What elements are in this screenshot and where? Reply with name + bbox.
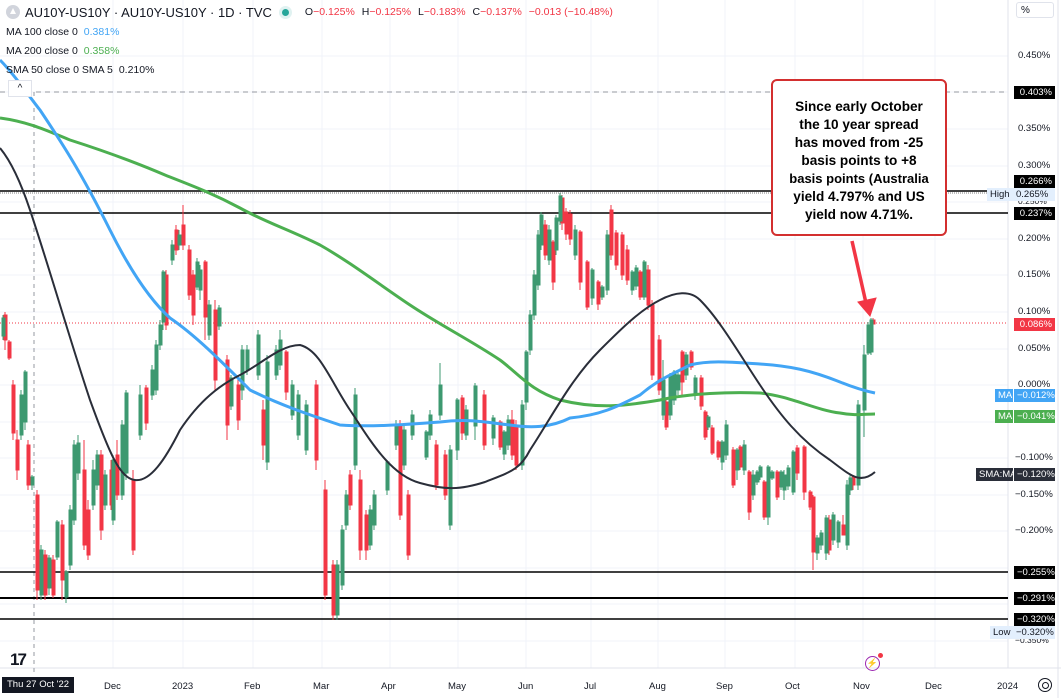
- x-tick: Jun: [518, 681, 534, 692]
- x-tick: Dec: [925, 681, 942, 692]
- indicator-label: MA 100 close 0: [6, 26, 78, 38]
- level-tag-0237: 0.237%: [1014, 207, 1055, 220]
- crosshair-date-tag: Thu 27 Oct '22: [2, 677, 75, 693]
- y-tick: −0.100%: [1015, 452, 1053, 463]
- open-label: O: [304, 6, 314, 18]
- last-price-tag: 0.086%: [1014, 318, 1055, 331]
- y-tick: 0.350%: [1018, 123, 1051, 134]
- sma50-line: [0, 147, 876, 490]
- events-lightning-icon[interactable]: ⚡: [865, 653, 883, 671]
- annotation-line: basis points to +8: [801, 153, 917, 168]
- y-tick: 0.100%: [1018, 306, 1051, 317]
- high-value: 0.265%: [1013, 188, 1055, 201]
- y-tick: 0.050%: [1018, 343, 1051, 354]
- indicator-sma50[interactable]: SMA 50 close 0 SMA 5 0.210%: [6, 61, 613, 80]
- symbol-title[interactable]: AU10Y-US10Y · AU10Y-US10Y · 1D · TVC: [25, 4, 272, 20]
- x-tick: Nov: [853, 681, 870, 692]
- indicator-ma100[interactable]: MA 100 close 0 0.381%: [6, 23, 613, 42]
- low-value: −0.320%: [1013, 626, 1055, 639]
- y-tick: 0.200%: [1018, 233, 1051, 244]
- indicator-label: SMA 50 close 0 SMA 5: [6, 64, 113, 76]
- symbol-logo-icon: [6, 5, 20, 19]
- change-value: −0.013 (−10.48%): [528, 6, 613, 18]
- y-tick: −0.150%: [1015, 489, 1053, 500]
- x-tick: 2023: [172, 681, 194, 692]
- x-tick: Dec: [104, 681, 121, 692]
- y-tick: 0.000%: [1018, 379, 1051, 390]
- y-tick: 0.250%: [1018, 196, 1047, 206]
- market-status-dot-icon: [281, 8, 289, 16]
- sma-value-tag: −0.120%: [1014, 468, 1055, 481]
- level-tag-m0255: −0.255%: [1014, 566, 1055, 579]
- x-tick: Jul: [584, 681, 597, 692]
- high-value: −0.125%: [369, 6, 412, 18]
- x-tick: Apr: [381, 681, 396, 692]
- symbol-row: AU10Y-US10Y · AU10Y-US10Y · 1D · TVC O−0…: [6, 4, 613, 20]
- y-tick: 0.450%: [1018, 50, 1051, 61]
- level-tag-m0320: −0.320%: [1014, 613, 1055, 626]
- level-tag-0266: 0.266%: [1014, 175, 1055, 188]
- indicator-ma200[interactable]: MA 200 close 0 0.358%: [6, 42, 613, 61]
- ma200-value-tag: −0.041%: [1014, 410, 1055, 423]
- ma100-label-tag: MA: [995, 389, 1013, 402]
- annotation-line: Since early October: [795, 99, 923, 114]
- chart-legend: AU10Y-US10Y · AU10Y-US10Y · 1D · TVC O−0…: [6, 4, 613, 80]
- x-tick: Oct: [785, 681, 800, 692]
- chart-settings-gear-icon[interactable]: [1038, 678, 1052, 692]
- ma200-label-tag: MA: [995, 410, 1013, 423]
- indicator-label: MA 200 close 0: [6, 45, 78, 57]
- annotation-line: basis points (Australia: [789, 171, 929, 186]
- low-label: L: [418, 6, 424, 18]
- x-tick: May: [448, 681, 466, 692]
- annotation-line: the 10 year spread: [799, 117, 919, 132]
- high-label: High: [987, 188, 1013, 201]
- annotation-line: yield 4.797% and US: [793, 189, 925, 204]
- high-label: H: [361, 6, 370, 18]
- x-tick: Mar: [313, 681, 330, 692]
- ma200-line: [0, 116, 876, 417]
- level-tag-0403: 0.403%: [1014, 86, 1055, 99]
- ma100-value-tag: −0.012%: [1014, 389, 1055, 402]
- y-tick: −0.350%: [1015, 635, 1049, 645]
- annotation-arrow: [850, 240, 877, 317]
- tradingview-logo-icon[interactable]: 17: [10, 650, 27, 669]
- close-value: −0.137%: [480, 6, 522, 18]
- level-tag-m0291: −0.291%: [1014, 592, 1055, 605]
- annotation-textbox[interactable]: Since early October the 10 year spread h…: [771, 79, 947, 236]
- y-tick: 0.300%: [1018, 160, 1051, 171]
- candles: [1, 193, 876, 620]
- ohlc-values: O−0.125% H−0.125% L−0.183% C−0.137% −0.0…: [301, 6, 613, 18]
- price-unit-selector[interactable]: %: [1016, 2, 1054, 18]
- indicator-value: 0.358%: [83, 45, 120, 57]
- ma100-line: [0, 58, 876, 429]
- indicator-value: 0.381%: [83, 26, 120, 38]
- sma-label-tag: SMA:MA: [976, 468, 1016, 481]
- low-label: Low: [990, 626, 1014, 639]
- x-tick: Sep: [716, 681, 733, 692]
- x-tick: 2024: [997, 681, 1019, 692]
- x-tick: Aug: [649, 681, 666, 692]
- annotation-line: has moved from -25: [794, 135, 924, 150]
- x-tick: Feb: [244, 681, 261, 692]
- y-tick: −0.200%: [1015, 525, 1053, 536]
- close-label: C: [472, 6, 481, 18]
- collapse-legend-button[interactable]: ^: [8, 80, 32, 97]
- indicator-value: 0.210%: [118, 64, 155, 76]
- y-tick: 0.150%: [1018, 269, 1051, 280]
- low-value: −0.183%: [423, 6, 466, 18]
- open-value: −0.125%: [313, 6, 355, 18]
- annotation-line: yield now 4.71%.: [804, 207, 914, 222]
